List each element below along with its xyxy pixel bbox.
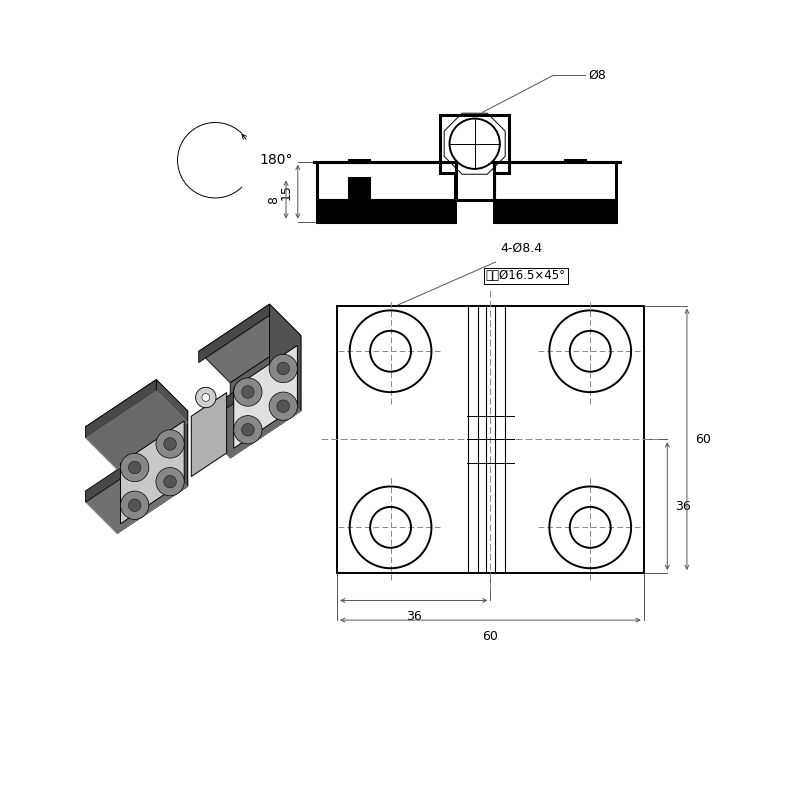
Circle shape [277, 362, 290, 374]
Polygon shape [86, 444, 156, 502]
Polygon shape [117, 411, 188, 534]
Circle shape [242, 386, 254, 398]
Text: 沉孔Ø16.5×45°: 沉孔Ø16.5×45° [486, 270, 566, 282]
Polygon shape [198, 304, 301, 382]
Text: 8: 8 [267, 195, 281, 203]
Polygon shape [198, 304, 270, 362]
Circle shape [234, 378, 262, 406]
Text: 4-Ø8.4: 4-Ø8.4 [501, 242, 543, 254]
Polygon shape [234, 346, 298, 448]
Circle shape [156, 430, 184, 458]
Circle shape [234, 416, 262, 444]
Polygon shape [86, 379, 188, 458]
Circle shape [277, 400, 290, 413]
Text: 180°: 180° [259, 154, 293, 167]
Polygon shape [440, 114, 510, 173]
Polygon shape [230, 335, 301, 458]
Circle shape [121, 491, 149, 519]
Text: 60: 60 [694, 433, 710, 446]
Polygon shape [270, 304, 301, 411]
Polygon shape [318, 160, 455, 199]
Polygon shape [494, 199, 616, 222]
Polygon shape [337, 306, 644, 573]
Circle shape [164, 438, 176, 450]
Circle shape [156, 467, 184, 496]
Polygon shape [86, 379, 156, 438]
Circle shape [164, 475, 176, 488]
Polygon shape [156, 379, 188, 486]
Circle shape [128, 462, 141, 474]
Polygon shape [318, 178, 455, 222]
Circle shape [196, 387, 216, 408]
Text: 36: 36 [406, 610, 422, 623]
Text: 36: 36 [675, 500, 691, 513]
Circle shape [269, 354, 298, 382]
Circle shape [450, 118, 500, 169]
Circle shape [128, 499, 141, 511]
Polygon shape [198, 379, 301, 458]
Polygon shape [198, 368, 270, 426]
Polygon shape [121, 421, 184, 524]
Circle shape [242, 423, 254, 436]
Polygon shape [86, 455, 188, 534]
Text: 60: 60 [482, 630, 498, 642]
Text: Ø8: Ø8 [589, 69, 606, 82]
Circle shape [269, 392, 298, 420]
Polygon shape [494, 160, 616, 199]
Text: 15: 15 [279, 184, 292, 200]
Circle shape [121, 454, 149, 482]
Polygon shape [191, 393, 226, 477]
Polygon shape [86, 391, 188, 470]
Circle shape [202, 394, 210, 402]
Polygon shape [456, 162, 494, 199]
